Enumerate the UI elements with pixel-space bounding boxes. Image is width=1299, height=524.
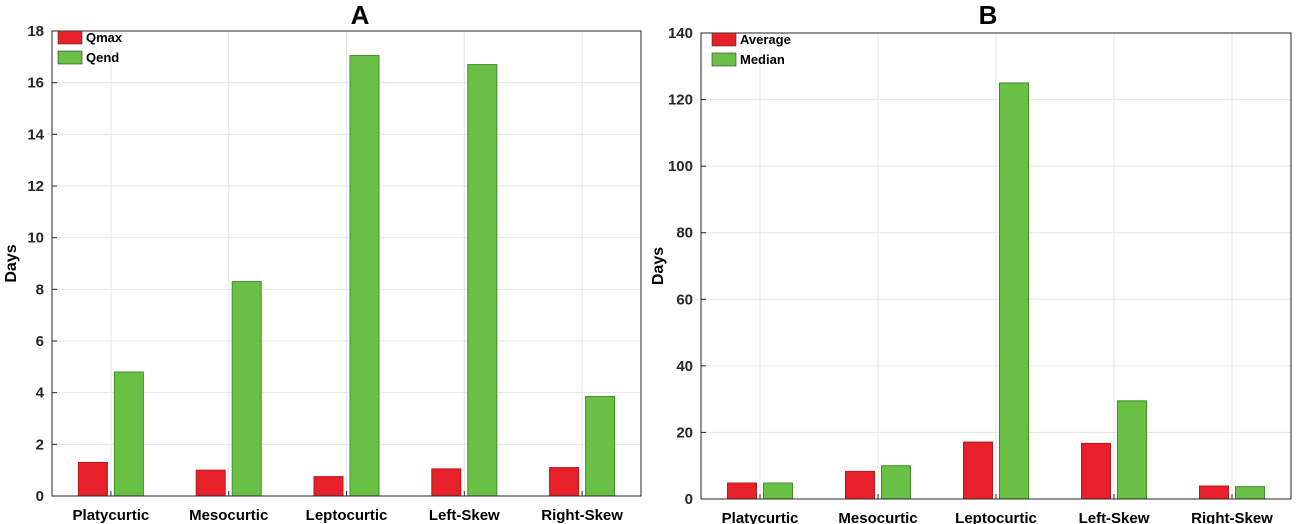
bar-qmax-right-skew — [549, 467, 580, 497]
legend-swatch-qend — [57, 50, 83, 65]
x-tick-label: Left-Skew — [429, 507, 500, 524]
y-axis-label: Days — [650, 247, 667, 285]
bar-average-mesocurtic — [845, 470, 875, 500]
chart-title-b: B — [979, 0, 998, 30]
y-tick-label: 6 — [36, 333, 44, 350]
chart-panel-b: B 0 20 40 60 80 100 120 140 Platycurtic Mesocurtic… — [650, 0, 1292, 524]
legend-label-average: Average — [740, 32, 791, 47]
x-tick-label: Platycurtic — [73, 507, 150, 524]
legend-swatch-median — [711, 52, 737, 67]
y-tick-label: 18 — [27, 23, 44, 40]
bar-qend-platycurtic — [113, 371, 144, 497]
y-tick-label: 60 — [676, 291, 693, 308]
bar-qmax-platycurtic — [77, 461, 108, 497]
bar-qend-mesocurtic — [231, 281, 262, 497]
bar-average-platycurtic — [727, 482, 757, 500]
bar-median-platycurtic — [763, 482, 793, 500]
chart-panel-a: A 0 2 4 6 8 10 12 14 16 18 Platycurtic Mesocurtic Lep… — [3, 0, 642, 524]
x-tick-label: Leptocurtic — [955, 510, 1037, 524]
bar-average-right-skew — [1199, 485, 1229, 500]
bar-qmax-mesocurtic — [195, 469, 226, 497]
y-tick-label: 140 — [668, 25, 693, 42]
bar-qend-left-skew — [467, 64, 498, 497]
x-tick-label: Right-Skew — [541, 507, 623, 524]
y-tick-label: 40 — [676, 358, 693, 375]
x-tick-label: Left-Skew — [1079, 510, 1150, 524]
bar-average-leptocurtic — [963, 441, 993, 500]
x-tick-label: Right-Skew — [1191, 510, 1273, 524]
y-tick-label: 0 — [685, 491, 693, 508]
y-tick-label: 20 — [676, 424, 693, 441]
y-tick-label: 2 — [36, 436, 44, 453]
y-tick-label: 8 — [36, 281, 44, 298]
bar-qend-right-skew — [585, 396, 616, 497]
y-tick-label: 0 — [36, 488, 44, 505]
y-tick-label: 120 — [668, 92, 693, 109]
legend-swatch-qmax — [57, 30, 83, 45]
y-axis-label: Days — [3, 244, 20, 282]
y-tick-label: 16 — [27, 75, 44, 92]
x-tick-label: Mesocurtic — [189, 507, 268, 524]
y-tick-label: 100 — [668, 158, 693, 175]
bar-average-left-skew — [1081, 442, 1111, 500]
y-tick-label: 80 — [676, 225, 693, 242]
legend-swatch-average — [711, 32, 737, 47]
x-tick-label: Platycurtic — [722, 510, 799, 524]
y-tick-label: 12 — [27, 178, 44, 195]
bar-median-right-skew — [1235, 486, 1265, 500]
chart-title-a: A — [351, 0, 370, 30]
y-tick-label: 4 — [36, 385, 45, 402]
y-tick-label: 14 — [27, 126, 44, 143]
legend-label-qmax: Qmax — [86, 30, 123, 45]
y-tick-label: 10 — [27, 230, 44, 247]
bar-median-leptocurtic — [999, 82, 1029, 500]
bar-median-mesocurtic — [881, 465, 911, 500]
legend-label-median: Median — [740, 52, 785, 67]
bar-qmax-left-skew — [431, 468, 462, 497]
legend-label-qend: Qend — [86, 50, 119, 65]
bar-median-left-skew — [1117, 400, 1147, 500]
x-tick-label: Leptocurtic — [306, 507, 388, 524]
bar-qmax-leptocurtic — [313, 476, 344, 497]
x-tick-label: Mesocurtic — [838, 510, 917, 524]
bar-qend-leptocurtic — [349, 55, 380, 497]
